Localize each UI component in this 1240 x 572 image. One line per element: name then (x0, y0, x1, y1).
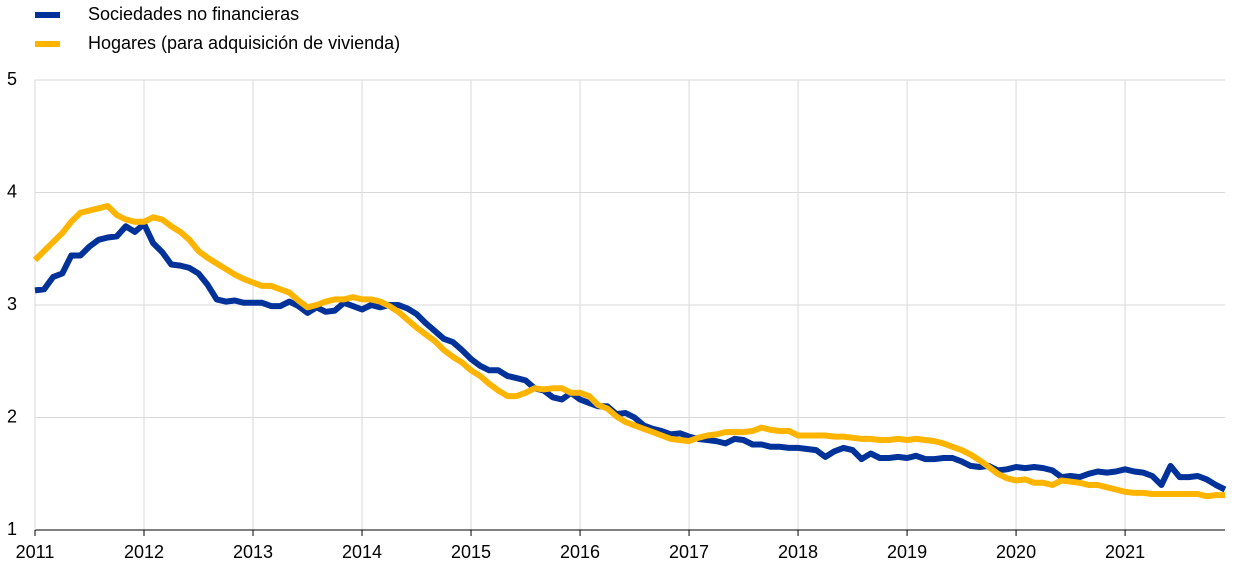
legend-label: Sociedades no financieras (88, 4, 299, 24)
x-tick-label: 2018 (778, 542, 818, 562)
series-line (34, 221, 1227, 493)
x-tick-label: 2012 (124, 542, 164, 562)
x-tick-label: 2020 (996, 542, 1036, 562)
x-tick-label: 2011 (16, 542, 55, 562)
x-tick-label: 2021 (1105, 542, 1145, 562)
y-tick-label: 5 (7, 69, 17, 89)
y-tick-label: 3 (7, 294, 17, 314)
x-tick-label: 2019 (887, 542, 927, 562)
y-tick-label: 2 (7, 406, 17, 426)
x-tick-label: 2016 (560, 542, 600, 562)
y-tick-label: 4 (7, 181, 17, 201)
x-tick-label: 2015 (451, 542, 491, 562)
x-tick-label: 2017 (669, 542, 709, 562)
series-line (32, 203, 1225, 500)
x-tick-label: 2013 (233, 542, 273, 562)
legend-label: Hogares (para adquisición de vivienda) (88, 33, 400, 53)
y-tick-label: 1 (7, 519, 17, 539)
x-tick-label: 2014 (342, 542, 382, 562)
